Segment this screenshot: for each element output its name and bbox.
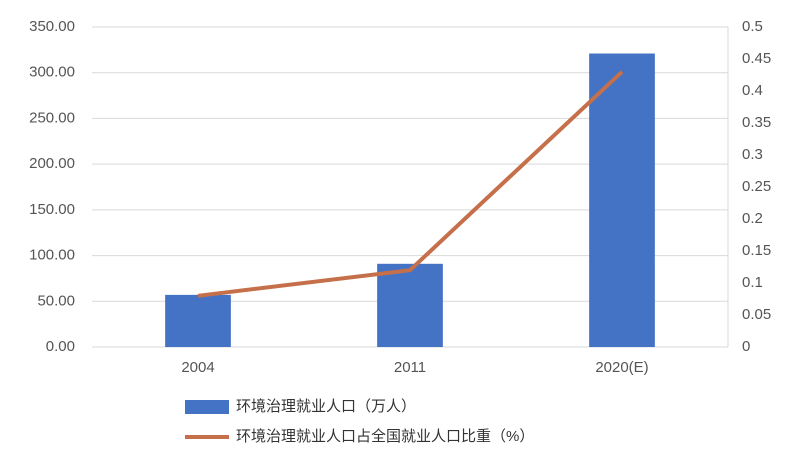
y-tick-label: 50.00 <box>37 292 75 309</box>
y2-tick-label: 0.25 <box>742 178 771 195</box>
y2-tick-label: 0.1 <box>742 274 763 291</box>
y2-tick-label: 0.2 <box>742 210 763 227</box>
y2-tick-label: 0.05 <box>742 306 771 323</box>
legend-swatch <box>185 400 229 414</box>
y2-tick-label: 0.5 <box>742 18 763 35</box>
bar <box>377 263 443 347</box>
bar <box>589 53 655 348</box>
y2-tick-label: 0.15 <box>742 242 771 259</box>
y-tick-label: 350.00 <box>29 18 75 35</box>
y2-tick-label: 0.45 <box>742 50 771 67</box>
x-tick-label: 2020(E) <box>595 359 648 376</box>
y2-tick-label: 0.3 <box>742 146 763 163</box>
legend-label: 环境治理就业人口占全国就业人口比重（%） <box>236 427 534 445</box>
y-tick-label: 150.00 <box>29 201 75 218</box>
y2-tick-label: 0.35 <box>742 114 771 131</box>
y-tick-label: 100.00 <box>29 247 75 264</box>
y2-tick-label: 0.4 <box>742 82 763 99</box>
y-tick-label: 250.00 <box>29 109 75 126</box>
y2-tick-label: 0 <box>742 338 750 355</box>
line <box>197 70 624 298</box>
x-tick-label: 2011 <box>394 359 426 376</box>
y-tick-label: 300.00 <box>29 64 75 81</box>
bar <box>165 294 231 347</box>
y-tick-label: 0.00 <box>46 338 75 355</box>
x-tick-label: 2004 <box>181 359 214 376</box>
legend-label: 环境治理就业人口（万人） <box>236 397 416 415</box>
y-tick-label: 200.00 <box>29 155 75 172</box>
